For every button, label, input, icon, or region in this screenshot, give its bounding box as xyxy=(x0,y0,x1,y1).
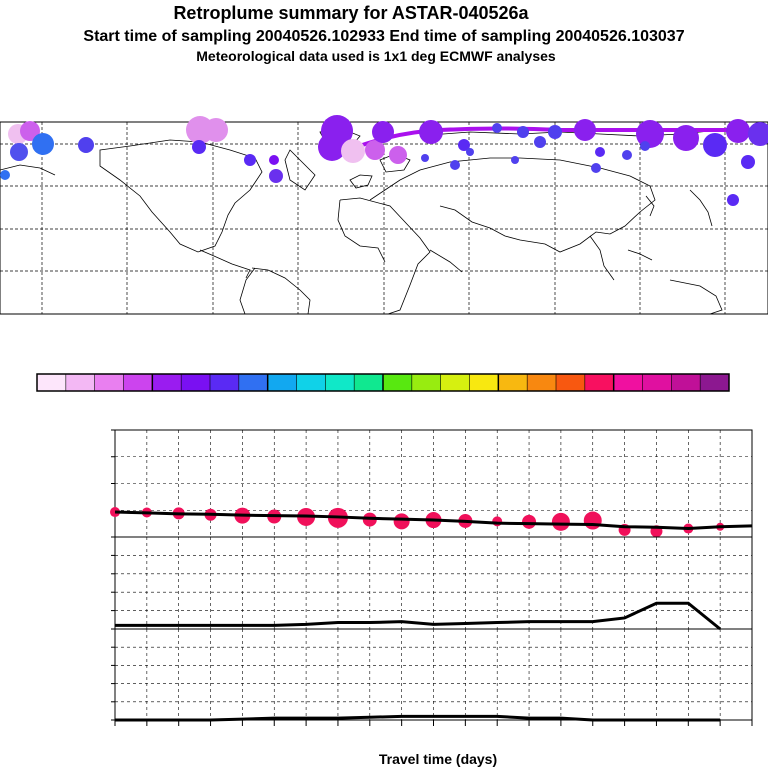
alt-panel xyxy=(110,429,753,538)
plume-marker xyxy=(511,156,519,164)
colorbar-segment xyxy=(642,374,672,391)
colorbar-segment xyxy=(383,374,413,391)
colorbar-segment xyxy=(94,374,124,391)
plume-marker xyxy=(636,120,664,148)
colorbar-segment xyxy=(354,374,384,391)
plume-marker xyxy=(419,120,443,144)
sampling-times: Start time of sampling 20040526.102933 E… xyxy=(83,28,684,45)
plume-marker xyxy=(192,140,206,154)
plume-marker xyxy=(673,125,699,151)
colorbar-segment xyxy=(152,374,182,391)
colorbar-segment xyxy=(267,374,297,391)
plume-marker xyxy=(341,139,365,163)
plume-marker xyxy=(450,160,460,170)
abl-line xyxy=(115,601,722,631)
plume-marker xyxy=(204,118,228,142)
abl-panel xyxy=(111,536,753,631)
plume-marker xyxy=(703,133,727,157)
colorbar-segment xyxy=(238,374,269,391)
travel-time-axis xyxy=(114,720,753,726)
trajectory-map xyxy=(0,115,768,315)
plume-marker xyxy=(595,147,605,157)
plume-marker xyxy=(0,170,10,180)
plume-marker xyxy=(534,136,546,148)
alt-marker xyxy=(492,516,503,527)
plume-marker xyxy=(20,121,40,141)
alt-marker xyxy=(522,514,537,529)
str-line xyxy=(115,714,721,722)
colorbar-segment xyxy=(469,374,499,391)
colorbar-segment xyxy=(498,374,528,391)
plume-marker xyxy=(548,125,562,139)
alt-marker xyxy=(551,512,570,531)
plume-marker xyxy=(741,155,755,169)
colorbar-segment xyxy=(671,374,701,391)
colorbar-segment xyxy=(440,374,470,391)
colorbar-segment xyxy=(700,374,730,391)
colorbar-segment xyxy=(65,374,96,391)
plume-marker xyxy=(640,141,650,151)
plume-marker xyxy=(78,137,94,153)
plume-marker xyxy=(318,133,346,161)
plume-marker xyxy=(517,126,529,138)
alt-marker xyxy=(393,513,410,530)
figure-title: Retroplume summary for ASTAR-040526a xyxy=(173,3,529,23)
alt-line xyxy=(114,510,753,531)
plume-marker xyxy=(591,163,601,173)
plume-marker xyxy=(244,154,256,166)
altitude-colorbar xyxy=(36,373,730,392)
plume-marker xyxy=(269,155,279,165)
meteo-data-note: Meteorological data used is 1x1 deg ECMW… xyxy=(196,48,556,64)
plume-marker xyxy=(269,169,283,183)
plume-marker xyxy=(389,146,407,164)
colorbar-segment xyxy=(411,374,442,391)
str-panel xyxy=(111,628,753,722)
plume-marker xyxy=(10,143,28,161)
colorbar-segment xyxy=(613,374,643,391)
colorbar-segment xyxy=(181,374,211,391)
plume-marker xyxy=(727,194,739,206)
colorbar-segment xyxy=(325,374,355,391)
colorbar-segment xyxy=(584,374,615,391)
plume-marker xyxy=(466,148,474,156)
plume-marker xyxy=(372,121,394,143)
x-axis-label: Travel time (days) xyxy=(379,751,497,767)
plume-marker xyxy=(421,154,429,162)
plume-markers xyxy=(0,115,768,206)
colorbar-segment xyxy=(123,374,153,391)
colorbar-segment xyxy=(556,374,586,391)
plume-marker xyxy=(365,140,385,160)
plume-marker xyxy=(492,123,502,133)
colorbar-segment xyxy=(210,374,240,391)
plume-marker xyxy=(32,133,54,155)
plume-marker xyxy=(748,122,768,146)
plume-marker xyxy=(574,119,596,141)
plume-marker xyxy=(458,139,470,151)
alt-marker xyxy=(583,511,602,530)
plume-marker xyxy=(622,150,632,160)
colorbar-segment xyxy=(37,374,67,391)
plume-marker xyxy=(726,119,750,143)
colorbar-segment xyxy=(296,374,326,391)
colorbar-segment xyxy=(527,374,557,391)
